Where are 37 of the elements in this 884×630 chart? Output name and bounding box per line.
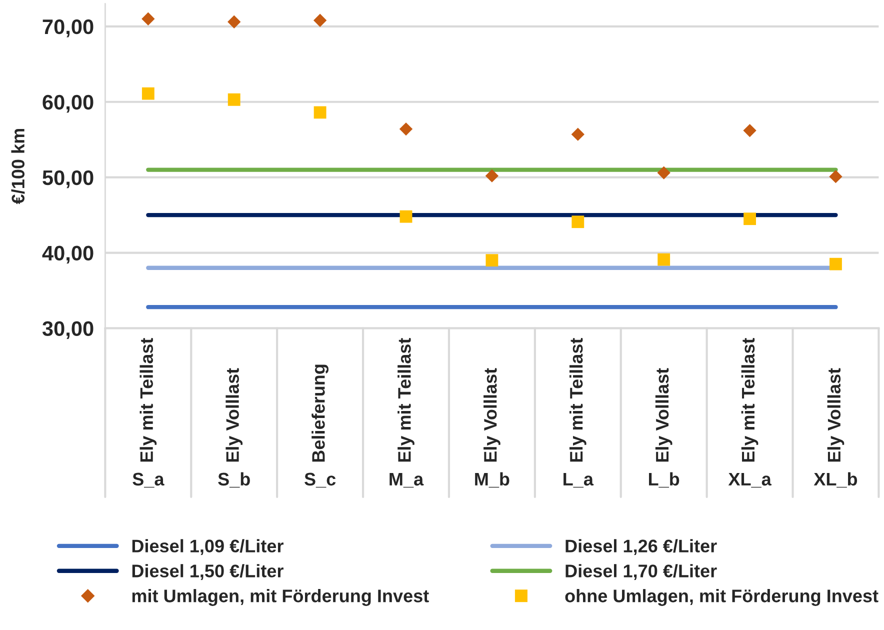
point [228,15,241,28]
point [486,254,498,267]
legend-label: Diesel 1,26 €/Liter [566,539,717,556]
point [572,216,584,228]
y-tick-label: 30,00 [42,321,94,340]
legend-label: Diesel 1,50 €/Liter [132,564,284,580]
category-label: Belieferung S_c [304,364,336,488]
point [571,128,584,141]
y-axis-title: €/100 km [11,128,25,204]
point [314,106,326,119]
point [658,253,670,266]
point [743,124,756,138]
point [400,210,412,223]
point [399,122,413,136]
category-label: Ely Volllast S_b [218,368,250,488]
point [313,14,327,27]
point [142,12,155,26]
y-tick-label: 70,00 [42,19,94,38]
y-tick-label: 50,00 [42,170,94,188]
point [830,258,842,270]
legend-label: mit Umlagen, mit Förderung Invest [132,589,429,606]
category-label: Ely Volllast L_b [648,368,680,488]
point [657,166,670,180]
point [228,93,240,106]
category-label: Ely mit Teillast M_a [390,338,424,488]
legend-label: Diesel 1,70 €/Liter [566,564,717,580]
point [744,212,756,226]
category-label: Ely mit Teillast XL_a [728,338,772,488]
point [142,87,154,100]
point [829,170,842,184]
legend-label: ohne Umlagen, mit Förderung Invest [565,589,878,606]
point [485,169,499,182]
category-label: Ely Volllast M_b [475,368,510,488]
y-tick-label: 60,00 [42,94,94,113]
y-tick-label: 40,00 [42,246,94,264]
legend-label: Diesel 1,09 €/Liter [132,539,284,556]
category-label: Ely Volllast XL_b [814,368,858,488]
